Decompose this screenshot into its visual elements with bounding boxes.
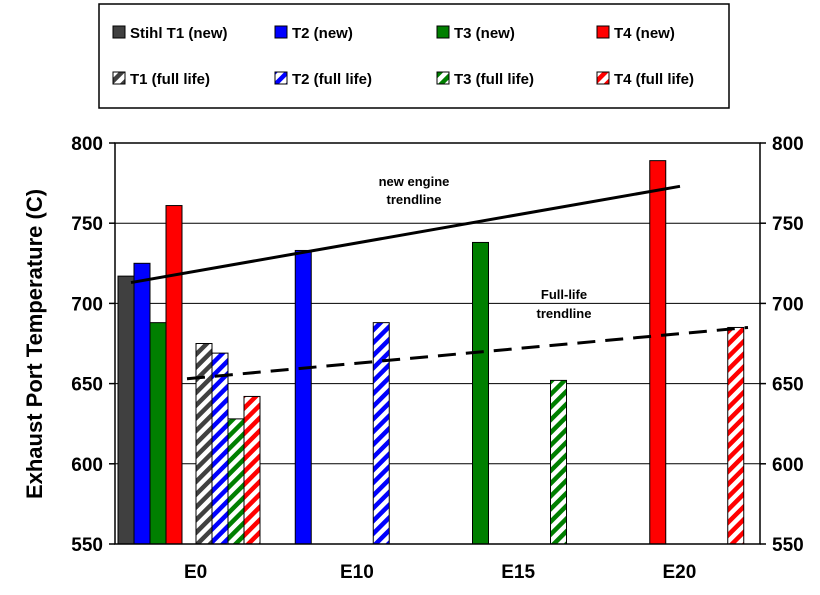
y-tick-label-left-800: 800 [71, 134, 103, 155]
new-engine-trendline-label-line-1: new engine [379, 174, 450, 189]
y-tick-label-left-750: 750 [71, 214, 103, 235]
legend-swatch-t3-new [436, 25, 450, 39]
bar-stihl-t1-new-e0 [117, 275, 135, 545]
x-category-label-e10: E10 [340, 562, 374, 583]
bars [117, 160, 745, 545]
y-tick-label-right-600: 600 [772, 455, 804, 476]
bar-t3-new-e15 [472, 241, 489, 545]
full-life-trendline-line [186, 325, 749, 381]
y-tick-label-right-650: 650 [772, 375, 804, 396]
bar-t4-new-e0 [165, 205, 183, 545]
y-tick-label-right-550: 550 [772, 535, 804, 556]
bar-t2-full-life-e0 [211, 352, 229, 545]
new-engine-trendline-line [130, 184, 681, 285]
legend-swatch-t3-full-life [436, 71, 450, 85]
legend-swatch-t1-full-life [112, 71, 126, 85]
legend-label-t3-new: T3 (new) [454, 25, 515, 42]
legend-label-t4-full-life: T4 (full life) [614, 71, 694, 88]
y-axis-title: Exhaust Port Temperature (C) [22, 189, 47, 499]
bar-t1-full-life-e0 [195, 343, 213, 545]
y-tick-label-left-600: 600 [71, 455, 103, 476]
legend-label-t1-full-life: T1 (full life) [130, 71, 210, 88]
trendlines: new engine trendline Full-life trendline [130, 174, 749, 381]
y-tick-label-left-550: 550 [71, 535, 103, 556]
legend-swatch-t4-new [596, 25, 610, 39]
y-tick-label-right-750: 750 [772, 214, 804, 235]
y-tick-label-left-700: 700 [71, 294, 103, 315]
legend-swatch-t4-full-life [596, 71, 610, 85]
full-life-trendline-label-line-1: Full-life [541, 287, 587, 302]
y-tick-label-right-800: 800 [772, 134, 804, 155]
legend-swatch-t2-full-life [274, 71, 288, 85]
plot-frame [114, 142, 761, 545]
x-category-label-e15: E15 [501, 562, 535, 583]
new-engine-trendline-label-line-2: trendline [387, 192, 442, 207]
bar-t3-full-life-e15 [550, 379, 567, 545]
bar-t3-new-e0 [149, 322, 167, 545]
bar-t3-full-life-e0 [227, 418, 245, 545]
legend: Stihl T1 (new) T2 (new) T3 (new) T4 (new) T1… [98, 3, 730, 109]
legend-swatch-t2-new [274, 25, 288, 39]
legend-label-t2-full-life: T2 (full life) [292, 71, 372, 88]
full-life-trendline-label-line-2: trendline [537, 306, 592, 321]
x-category-label-e20: E20 [662, 562, 696, 583]
bar-t2-new-e0 [133, 262, 151, 545]
legend-box [98, 3, 730, 109]
bar-t4-new-e20 [649, 160, 667, 545]
bar-t4-full-life-e0 [243, 395, 261, 545]
y-tick-label-left-650: 650 [71, 375, 103, 396]
x-category-label-e0: E0 [184, 562, 207, 583]
legend-label-t2-new: T2 (new) [292, 25, 353, 42]
legend-swatch-stihl-t1-new [112, 25, 126, 39]
bar-t4-full-life-e20 [727, 326, 745, 545]
legend-label-stihl-t1-new: Stihl T1 (new) [130, 25, 228, 42]
bar-t2-new-e10 [294, 249, 312, 545]
legend-label-t3-full-life: T3 (full life) [454, 71, 534, 88]
legend-label-t4-new: T4 (new) [614, 25, 675, 42]
y-tick-label-right-700: 700 [772, 294, 804, 315]
bar-t2-full-life-e10 [372, 322, 390, 545]
axes: 550 550 600 600 650 650 700 700 750 750 800 800 E0 E1… [22, 134, 804, 583]
